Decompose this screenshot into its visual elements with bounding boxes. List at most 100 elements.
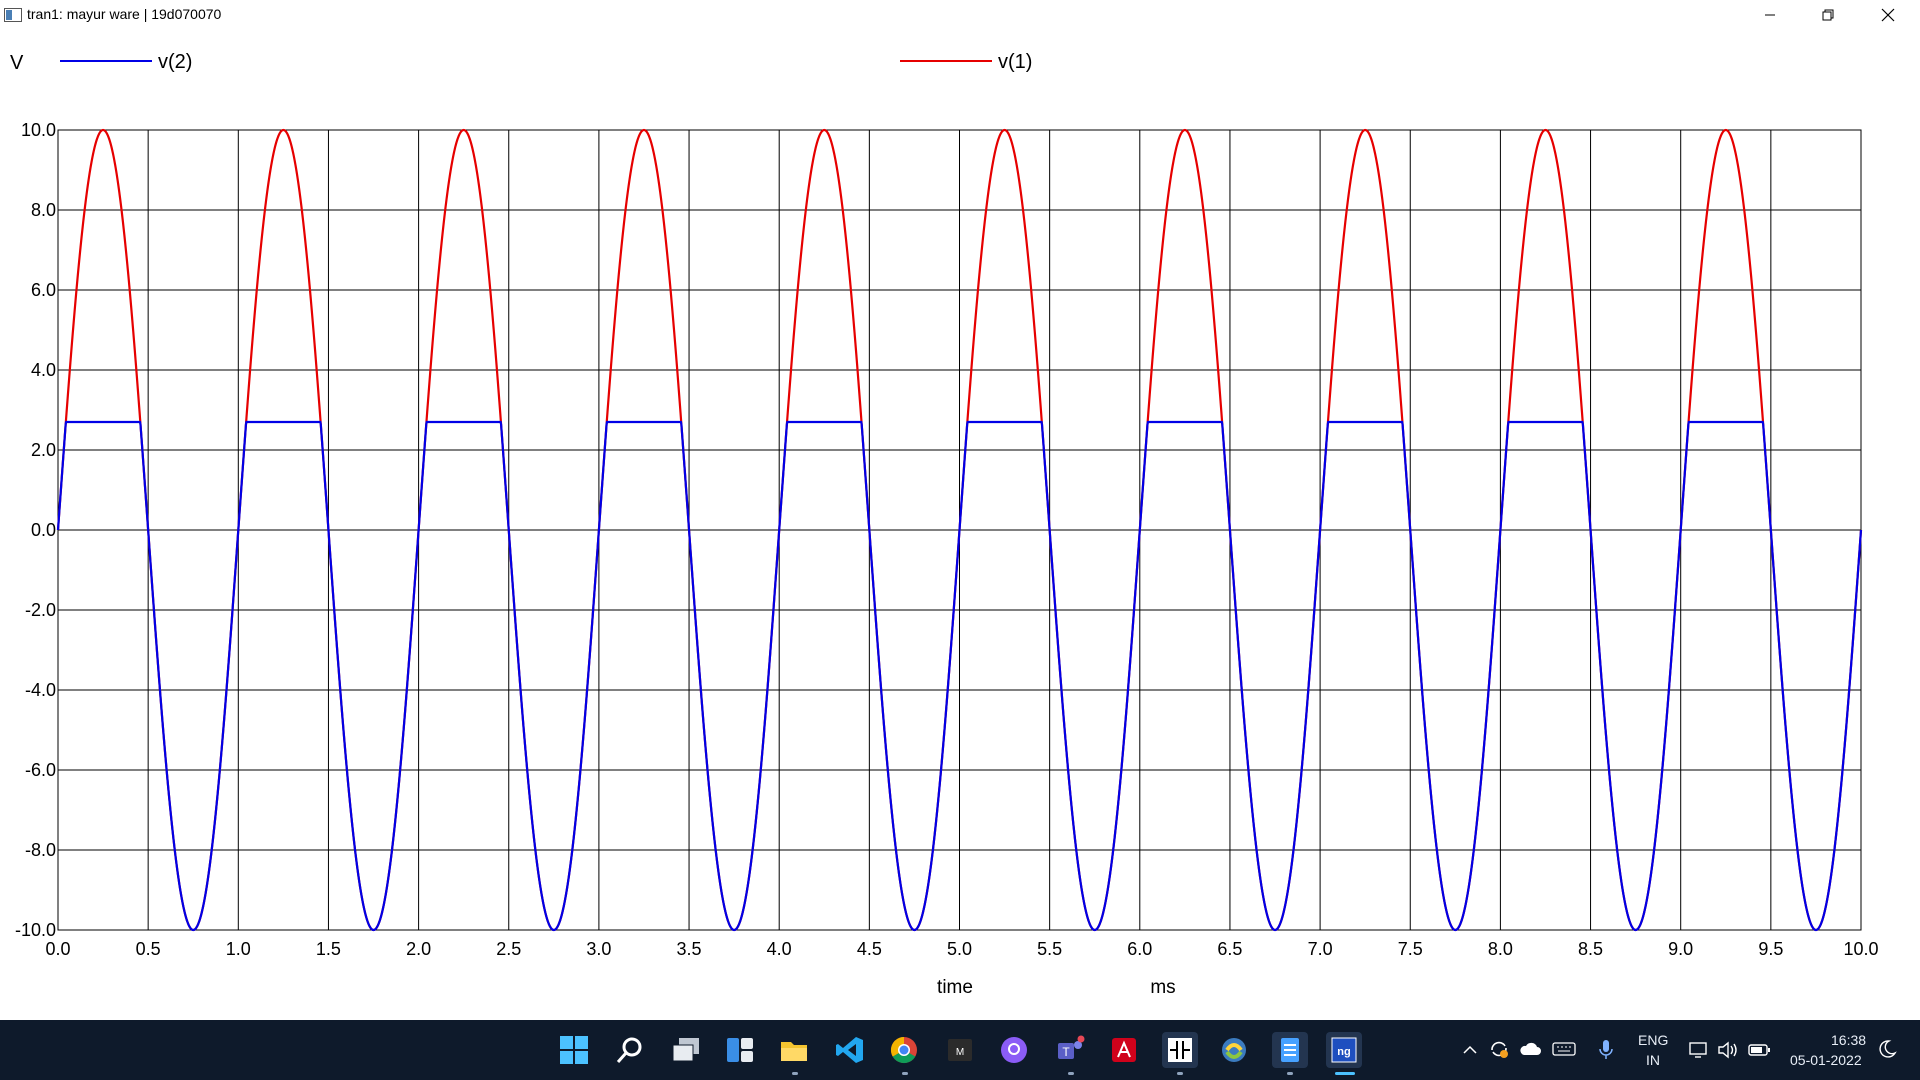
minimize-button[interactable] (1742, 0, 1798, 30)
x-tick-label: 7.5 (1398, 939, 1423, 959)
github-icon (1001, 1037, 1027, 1063)
y-tick-label: 2.0 (31, 440, 56, 460)
x-tick-label: 4.5 (857, 939, 882, 959)
ngspice-icon: ng (1331, 1037, 1357, 1063)
close-icon (1881, 8, 1895, 22)
vscode-button[interactable] (832, 1032, 868, 1068)
widgets-button[interactable] (722, 1032, 758, 1068)
search-icon (616, 1037, 642, 1063)
battery-icon[interactable] (1748, 1042, 1772, 1058)
terminal-icon: M (948, 1039, 972, 1061)
circuit-editor-button[interactable] (1162, 1032, 1198, 1068)
x-tick-label: 9.0 (1668, 939, 1693, 959)
x-tick-label: 3.0 (586, 939, 611, 959)
legend-label-v1: v(1) (998, 51, 1033, 73)
y-tick-label: -10.0 (15, 920, 56, 940)
y-tick-label: 10.0 (21, 120, 56, 140)
legend: V v(2) v(1) (0, 40, 1920, 88)
x-axis-unit: ms (1150, 977, 1175, 998)
x-tick-label: 5.5 (1037, 939, 1062, 959)
vscode-icon (836, 1037, 863, 1063)
chrome-button[interactable] (886, 1032, 922, 1068)
app-icon (4, 8, 22, 22)
region-code[interactable]: IN (1646, 1052, 1660, 1068)
y-tick-label: -6.0 (25, 760, 56, 780)
x-tick-label: 2.0 (406, 939, 431, 959)
restore-button[interactable] (1800, 0, 1856, 30)
onedrive-cloud-icon[interactable] (1518, 1040, 1542, 1058)
chrome-icon (890, 1036, 917, 1064)
y-tick-label: 6.0 (31, 280, 56, 300)
sync-icon[interactable] (1488, 1038, 1510, 1060)
teams-icon: T (1058, 1035, 1085, 1059)
svg-text:T: T (1062, 1045, 1070, 1059)
legend-label-v2: v(2) (158, 51, 193, 73)
acrobat-button[interactable] (1106, 1032, 1142, 1068)
file-explorer-button[interactable] (776, 1032, 812, 1068)
waveform-plot: 0.0 0.5 1.0 1.5 2.0 2.5 3.0 3.5 4.0 4.5 5.0 5.5 6.0 6… (15, 120, 1879, 998)
series-line-v2 (56, 420, 1863, 932)
x-tick-label: 9.5 (1758, 939, 1783, 959)
x-tick-label: 10.0 (1843, 939, 1878, 959)
x-tick-label: 4.0 (767, 939, 792, 959)
terminal-button[interactable]: M (942, 1032, 978, 1068)
language-code[interactable]: ENG (1638, 1032, 1669, 1048)
x-tick-label: 1.0 (226, 939, 251, 959)
title-bar: tran1: mayur ware | 19d070070 (0, 0, 1920, 30)
y-unit-label: V (10, 52, 24, 74)
ngspice-button[interactable]: ng (1326, 1032, 1362, 1068)
volume-icon[interactable] (1716, 1040, 1740, 1060)
x-tick-label: 6.0 (1127, 939, 1152, 959)
notepad-button[interactable] (1272, 1032, 1308, 1068)
notifications-moon-icon[interactable] (1876, 1038, 1898, 1060)
notepad-icon (1281, 1038, 1299, 1062)
restore-icon (1822, 9, 1834, 21)
y-tick-label: 0.0 (31, 520, 56, 540)
running-indicator (902, 1072, 908, 1075)
clock-time[interactable]: 16:38 (1831, 1032, 1867, 1048)
github-button[interactable] (996, 1032, 1032, 1068)
minimize-icon (1765, 14, 1775, 16)
keyboard-icon[interactable] (1552, 1041, 1576, 1057)
x-tick-label: 6.5 (1217, 939, 1242, 959)
python-button[interactable] (1216, 1032, 1252, 1068)
start-icon (560, 1036, 588, 1064)
widgets-icon (727, 1038, 753, 1062)
x-tick-label: 5.0 (947, 939, 972, 959)
task-view-button[interactable] (668, 1032, 704, 1068)
running-indicator (1068, 1072, 1074, 1075)
x-axis-label: time (937, 977, 973, 998)
x-tick-label: 7.0 (1308, 939, 1333, 959)
search-button[interactable] (612, 1032, 648, 1068)
running-indicator (1287, 1072, 1293, 1075)
running-indicator (792, 1072, 798, 1075)
svg-text:M: M (956, 1047, 964, 1058)
x-tick-label: 0.5 (136, 939, 161, 959)
y-tick-label: -8.0 (25, 840, 56, 860)
x-tick-label: 2.5 (496, 939, 521, 959)
x-tick-label: 8.0 (1488, 939, 1513, 959)
x-tick-label: 3.5 (677, 939, 702, 959)
circuit-editor-icon (1168, 1038, 1192, 1062)
start-button[interactable] (556, 1032, 592, 1068)
y-tick-label: 4.0 (31, 360, 56, 380)
acrobat-icon (1112, 1038, 1136, 1062)
legend-line-v2 (60, 60, 152, 62)
taskbar: M T ng (0, 1020, 1920, 1080)
task-view-icon (672, 1038, 699, 1062)
window-title: tran1: mayur ware | 19d070070 (27, 6, 222, 22)
close-button[interactable] (1860, 0, 1916, 30)
teams-button[interactable]: T (1052, 1032, 1088, 1068)
running-indicator (1177, 1072, 1183, 1075)
clock-date[interactable]: 05-01-2022 (1790, 1052, 1862, 1068)
running-indicator (1335, 1072, 1355, 1075)
python-icon (1222, 1038, 1246, 1062)
network-icon[interactable] (1688, 1040, 1710, 1060)
file-explorer-icon (781, 1042, 807, 1061)
svg-text:ng: ng (1337, 1046, 1350, 1058)
chevron-up-icon[interactable] (1462, 1042, 1478, 1058)
x-tick-label: 1.5 (316, 939, 341, 959)
x-tick-label: 0.0 (45, 939, 70, 959)
y-tick-label: -2.0 (25, 600, 56, 620)
microphone-icon[interactable] (1596, 1038, 1616, 1062)
